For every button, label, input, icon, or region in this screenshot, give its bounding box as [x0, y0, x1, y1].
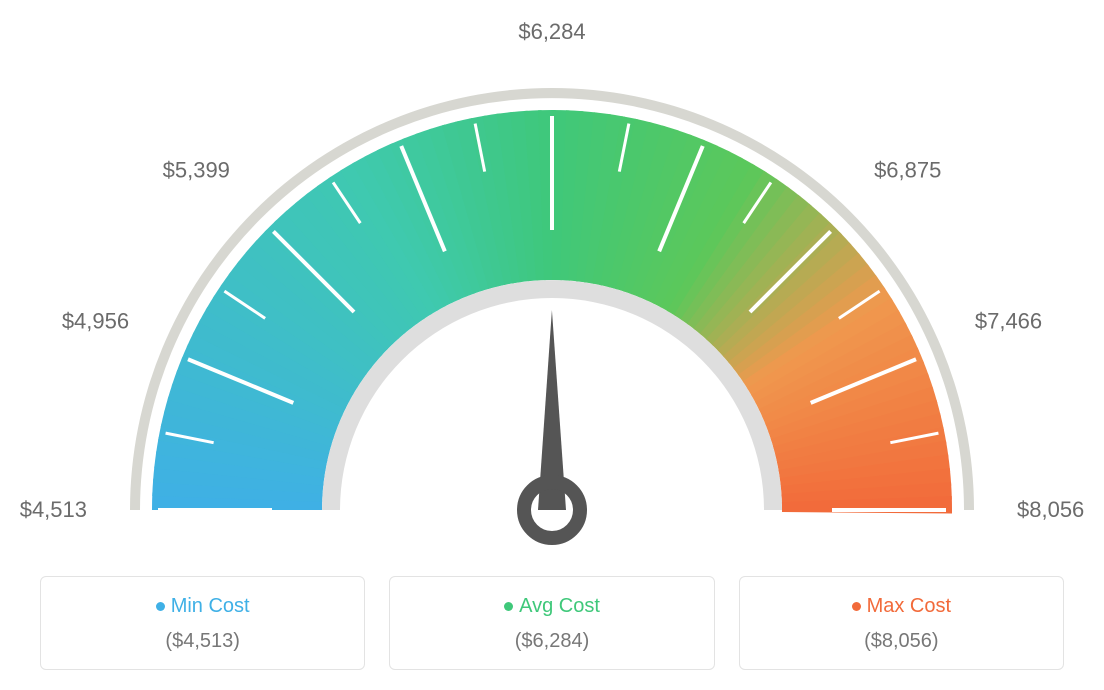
gauge-area: $4,513 $4,956 $5,399 $6,284 $6,875 $7,466 $8,0… — [0, 0, 1104, 560]
tick-label: $6,284 — [518, 19, 585, 45]
max-cost-label: Max Cost — [867, 595, 951, 617]
tick-label: $8,056 — [1017, 497, 1084, 523]
tick-label: $5,399 — [163, 158, 230, 184]
avg-cost-value: ($6,284) — [400, 630, 703, 653]
dot-icon — [504, 602, 513, 611]
min-cost-title: Min Cost — [51, 595, 354, 618]
dot-icon — [852, 602, 861, 611]
max-cost-card: Max Cost ($8,056) — [739, 576, 1064, 670]
min-cost-value: ($4,513) — [51, 630, 354, 653]
tick-label: $4,513 — [20, 497, 87, 523]
avg-cost-title: Avg Cost — [400, 595, 703, 618]
avg-cost-label: Avg Cost — [519, 595, 600, 617]
min-cost-card: Min Cost ($4,513) — [40, 576, 365, 670]
min-cost-label: Min Cost — [171, 595, 250, 617]
cost-gauge-chart: $4,513 $4,956 $5,399 $6,284 $6,875 $7,466 $8,0… — [0, 0, 1104, 690]
tick-label: $6,875 — [874, 158, 941, 184]
dot-icon — [156, 602, 165, 611]
max-cost-value: ($8,056) — [750, 630, 1053, 653]
tick-label: $4,956 — [62, 309, 129, 335]
max-cost-title: Max Cost — [750, 595, 1053, 618]
tick-label: $7,466 — [975, 309, 1042, 335]
avg-cost-card: Avg Cost ($6,284) — [389, 576, 714, 670]
gauge-svg — [102, 50, 1002, 570]
summary-cards: Min Cost ($4,513) Avg Cost ($6,284) Max … — [40, 576, 1064, 670]
